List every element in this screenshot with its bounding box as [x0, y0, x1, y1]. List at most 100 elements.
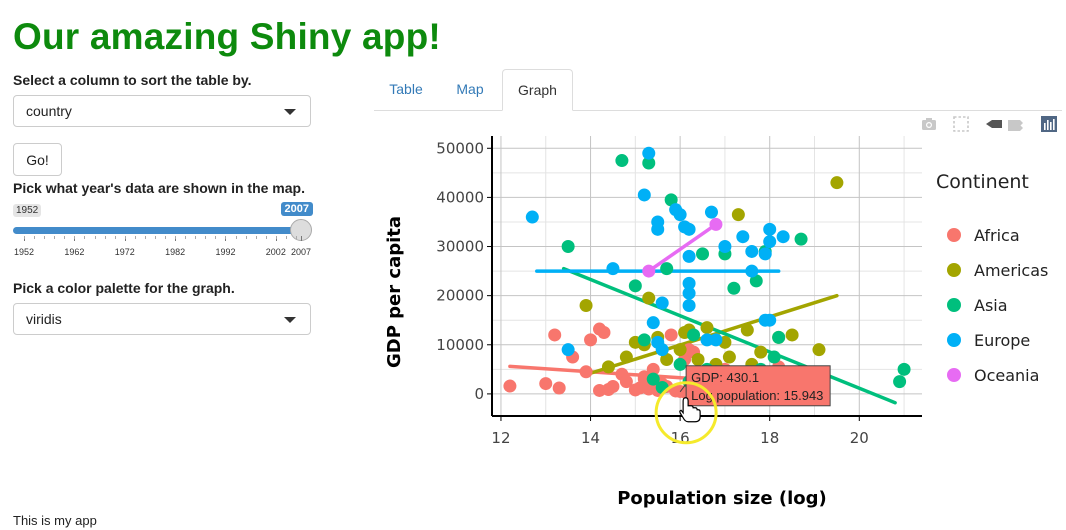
data-point-americas [700, 321, 714, 335]
slider-tick [301, 236, 302, 241]
data-point-asia [687, 328, 701, 342]
data-point-africa [548, 328, 562, 342]
slider-minor-tick [134, 236, 136, 239]
data-point-europe [745, 264, 759, 278]
slider-minor-tick [34, 236, 36, 239]
palette-select[interactable]: viridis [13, 303, 311, 335]
legend-marker-americas [947, 263, 961, 277]
slider-minor-tick [225, 236, 227, 239]
palette-value: viridis [26, 311, 62, 327]
slider-minor-tick [114, 236, 116, 239]
compare-hover-icon[interactable] [984, 115, 1024, 133]
data-point-americas [830, 176, 844, 190]
data-point-americas [754, 345, 768, 359]
plot-axes [487, 136, 922, 421]
slider-minor-tick [185, 236, 187, 239]
slider-minor-tick [285, 236, 287, 239]
slider-minor-tick [245, 236, 247, 239]
x-axis-title: Population size (log) [617, 488, 827, 509]
sort-column-select[interactable]: country [13, 95, 311, 127]
slider-tick-label: 1952 [13, 247, 35, 257]
data-point-europe [776, 230, 790, 244]
legend-marker-europe [947, 333, 961, 347]
data-point-americas [642, 291, 656, 305]
box-select-icon[interactable] [952, 115, 970, 133]
data-point-americas [673, 343, 687, 357]
data-point-americas [740, 323, 754, 337]
data-point-africa [646, 362, 660, 376]
tooltip-box [685, 365, 831, 407]
data-point-asia [893, 375, 907, 389]
legend-marker-asia [947, 298, 961, 312]
data-point-americas [601, 360, 615, 374]
x-tick-label: 14 [581, 429, 600, 447]
data-point-americas [731, 208, 745, 222]
legend: Continent Africa Americas Asia Europe Oceani… [936, 171, 1048, 385]
legend-marker-africa [947, 228, 961, 242]
tab-map[interactable]: Map [456, 81, 484, 97]
sort-column-value: country [26, 103, 72, 119]
slider-tick-label: 1982 [165, 247, 186, 257]
legend-label-americas: Americas [974, 261, 1048, 280]
legend-label-europe: Europe [974, 331, 1030, 350]
slider-minor-tick [54, 236, 56, 239]
data-point-asia [628, 279, 642, 293]
slider-minor-tick [74, 236, 76, 239]
data-point-oceania [709, 217, 723, 231]
camera-icon[interactable] [920, 115, 938, 133]
data-point-americas [691, 353, 705, 367]
slider-minor-tick [94, 236, 96, 239]
sort-column-label: Select a column to sort the table by. [13, 72, 252, 88]
go-button[interactable]: Go! [13, 143, 62, 176]
cursor-highlight-ring [654, 381, 718, 445]
data-point-asia [772, 330, 786, 344]
data-point-americas [619, 350, 633, 364]
slider-tick-label: 1992 [215, 247, 236, 257]
data-point-asia [767, 350, 781, 364]
data-point-europe [745, 244, 759, 258]
slider-minor-tick [144, 236, 146, 239]
tab-graph[interactable]: Graph [502, 69, 573, 111]
slider-minor-tick [215, 236, 217, 239]
tooltip-gdp: GDP: 430.1 [691, 370, 759, 385]
data-point-asia [561, 240, 575, 254]
data-point-europe [709, 333, 723, 347]
slider-minor-tick [24, 236, 25, 239]
slider-minor-tick [165, 236, 167, 239]
data-point-asia [749, 274, 763, 288]
slider-tick-label: 2002 [265, 247, 286, 257]
trend-line-asia [561, 266, 897, 405]
data-point-asia [637, 333, 651, 347]
y-tick-label: 10000 [436, 336, 484, 354]
data-point-asia [660, 262, 674, 276]
slider-minor-tick [205, 236, 207, 239]
data-point-africa [584, 333, 598, 347]
footer-text: This is my app [13, 513, 97, 528]
bar-chart-icon[interactable] [1040, 115, 1058, 133]
slider-minor-tick [265, 236, 267, 239]
slider-minor-tick [64, 236, 66, 239]
data-point-europe [682, 222, 696, 236]
y-tick-label: 0 [474, 385, 484, 403]
slider-track[interactable] [13, 227, 303, 234]
data-point-europe [704, 205, 718, 219]
year-slider[interactable]: 1952 2007 1952 1962 1972 1982 1992 2002 2007 [13, 200, 313, 260]
data-point-europe [682, 286, 696, 300]
data-point-europe [646, 316, 660, 330]
gdp-population-scatter-plot[interactable]: 12 14 16 18 20 0 10000 20000 30000 40000 50000 Pop… [378, 118, 1066, 526]
y-tick-label: 50000 [436, 139, 484, 157]
data-point-africa [597, 325, 611, 339]
data-point-asia [664, 193, 678, 207]
year-slider-label: Pick what year's data are shown in the m… [13, 180, 305, 196]
data-point-asia [696, 247, 710, 261]
data-point-europe [763, 222, 777, 236]
tab-table[interactable]: Table [389, 81, 423, 97]
trend-line-africa [508, 364, 696, 381]
trend-line-oceania [647, 222, 718, 273]
slider-minor-tick [195, 236, 197, 239]
data-point-americas [579, 298, 593, 312]
slider-minor-tick [124, 236, 126, 239]
data-point-europe [561, 343, 575, 357]
slider-value-label: 2007 [280, 202, 313, 216]
data-point-americas [722, 350, 736, 364]
